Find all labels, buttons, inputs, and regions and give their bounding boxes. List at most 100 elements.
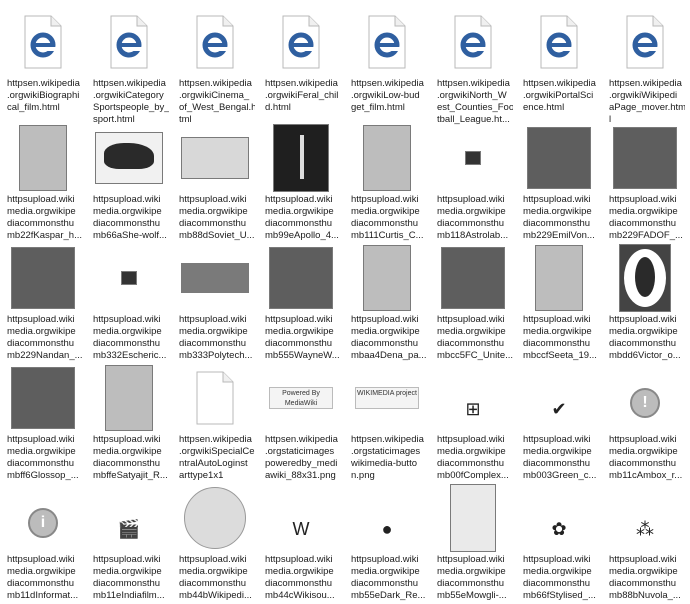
file-thumbnail bbox=[0, 362, 86, 434]
file-thumbnail bbox=[430, 122, 516, 194]
photo-thumbnail bbox=[95, 132, 163, 184]
file-name-label: httpsupload.wiki media.orgwikipe diacomm… bbox=[179, 194, 255, 241]
file-thumbnail bbox=[0, 122, 86, 194]
file-name-label: httpsupload.wiki media.orgwikipe diacomm… bbox=[351, 194, 424, 241]
file-name-label: httpsupload.wiki media.orgwikipe diacomm… bbox=[265, 314, 340, 361]
file-item[interactable]: ⊞ httpsupload.wiki media.orgwikipe diacom… bbox=[430, 360, 516, 482]
file-name-label: httpsupload.wiki media.orgwikipe diacomm… bbox=[437, 554, 507, 601]
file-thumbnail: ⁂ bbox=[602, 482, 688, 554]
file-item[interactable]: ✔ httpsupload.wiki media.orgwikipe diacom… bbox=[516, 360, 602, 482]
file-name-label: httpsupload.wiki media.orgwikipe diacomm… bbox=[179, 314, 253, 361]
file-thumbnail: Powered By MediaWiki bbox=[258, 362, 344, 434]
file-name-label: httpsupload.wiki media.orgwikipe diacomm… bbox=[265, 194, 339, 241]
file-item[interactable]: httpsupload.wiki media.orgwikipe diacomm… bbox=[0, 240, 86, 361]
file-thumbnail bbox=[516, 242, 602, 314]
file-item[interactable]: httpsupload.wiki media.orgwikipe diacomm… bbox=[172, 120, 258, 241]
file-thumbnail bbox=[172, 362, 258, 434]
file-item[interactable]: 🎬 httpsupload.wiki media.orgwikipe diacom… bbox=[86, 480, 172, 602]
file-item[interactable]: httpsupload.wiki media.orgwikipe diacomm… bbox=[344, 240, 430, 361]
file-item[interactable]: httpsupload.wiki media.orgwikipe diacomm… bbox=[516, 240, 602, 361]
file-item[interactable]: httpsupload.wiki media.orgwikipe diacomm… bbox=[0, 360, 86, 481]
file-item[interactable]: httpsupload.wiki media.orgwikipe diacomm… bbox=[516, 120, 602, 241]
file-item[interactable]: httpsupload.wiki media.orgwikipe diacomm… bbox=[430, 480, 516, 601]
file-name-label: httpsen.wikipedia .orgwikiWikipedi aPage… bbox=[609, 78, 685, 125]
internet-explorer-html-file-icon bbox=[86, 6, 172, 78]
info-circle-image: i bbox=[28, 508, 58, 538]
file-name-label: httpsen.wikipedia .orgwikiLow-bud get_fi… bbox=[351, 78, 424, 113]
file-item[interactable]: httpsen.wikipedia .orgwikiLow-bud get_fi… bbox=[344, 4, 430, 124]
file-item[interactable]: httpsen.wikipedia .orgwikiCategory Sport… bbox=[86, 4, 172, 125]
file-thumbnail bbox=[172, 242, 258, 314]
file-item[interactable]: httpsen.wikipedia .orgwikiBiographi cal_… bbox=[0, 4, 86, 124]
small-image: ✿ bbox=[551, 518, 567, 539]
photo-thumbnail bbox=[273, 124, 329, 192]
file-thumbnail bbox=[0, 242, 86, 314]
file-thumbnail bbox=[86, 122, 172, 194]
file-item[interactable]: WIKIMEDIA project httpsen.wikipedia .orgs… bbox=[344, 360, 430, 481]
internet-explorer-html-file-icon bbox=[172, 6, 258, 78]
file-name-label: httpsupload.wiki media.orgwikipe diacomm… bbox=[437, 194, 509, 241]
file-thumbnail: ✿ bbox=[516, 482, 602, 554]
file-name-label: httpsupload.wiki media.orgwikipe diacomm… bbox=[265, 554, 335, 601]
photo-thumbnail bbox=[11, 367, 75, 429]
file-item[interactable]: httpsupload.wiki media.orgwikipe diacomm… bbox=[344, 120, 430, 241]
file-item[interactable]: httpsen.wikipedia .orgwikiNorth_W est_Co… bbox=[430, 4, 516, 125]
file-thumbnail bbox=[258, 122, 344, 194]
file-item[interactable]: ⁂ httpsupload.wiki media.orgwikipe diacom… bbox=[602, 480, 688, 602]
file-item[interactable]: httpsupload.wiki media.orgwikipe diacomm… bbox=[258, 240, 344, 361]
file-item[interactable]: httpsen.wikipedia .orgwikiPortalSci ence… bbox=[516, 4, 602, 124]
file-item[interactable]: httpsen.wikipedia .orgwikiWikipedi aPage… bbox=[602, 4, 688, 125]
photo-thumbnail bbox=[181, 263, 249, 293]
file-thumbnail bbox=[602, 122, 688, 194]
file-thumbnail: ! bbox=[602, 362, 688, 434]
file-item[interactable]: httpsupload.wiki media.orgwikipe diacomm… bbox=[430, 240, 516, 361]
file-name-label: httpsupload.wiki media.orgwikipe diacomm… bbox=[351, 554, 426, 601]
file-name-label: httpsupload.wiki media.orgwikipe diacomm… bbox=[523, 314, 597, 361]
file-thumbnail bbox=[172, 122, 258, 194]
file-item[interactable]: i httpsupload.wiki media.orgwikipe diacom… bbox=[0, 480, 86, 601]
file-thumbnail: W bbox=[258, 482, 344, 554]
small-image: 🎬 bbox=[117, 518, 141, 539]
file-item[interactable]: httpsupload.wiki media.orgwikipe diacomm… bbox=[86, 240, 172, 361]
file-item[interactable]: httpsupload.wiki media.orgwikipe diacomm… bbox=[86, 360, 172, 481]
file-item[interactable]: httpsupload.wiki media.orgwikipe diacomm… bbox=[602, 240, 688, 361]
file-item[interactable]: ! httpsupload.wiki media.orgwikipe diacom… bbox=[602, 360, 688, 481]
internet-explorer-html-file-icon bbox=[0, 6, 86, 78]
file-item[interactable]: httpsen.wikipedia .orgwikiSpecialCe ntra… bbox=[172, 360, 258, 481]
file-item[interactable]: httpsupload.wiki media.orgwikipe diacomm… bbox=[430, 120, 516, 241]
file-name-label: httpsupload.wiki media.orgwikipe diacomm… bbox=[7, 554, 79, 601]
internet-explorer-html-file-icon bbox=[258, 6, 344, 78]
file-name-label: httpsen.wikipedia .orgstaticimages power… bbox=[265, 434, 338, 481]
file-item[interactable]: httpsupload.wiki media.orgwikipe diacomm… bbox=[0, 120, 86, 241]
file-item[interactable]: ✿ httpsupload.wiki media.orgwikipe diacom… bbox=[516, 480, 602, 602]
internet-explorer-html-file-icon bbox=[516, 6, 602, 78]
file-name-label: httpsupload.wiki media.orgwikipe diacomm… bbox=[609, 434, 683, 481]
file-name-label: httpsen.wikipedia .orgwikiCinema_ of_Wes… bbox=[179, 78, 255, 125]
file-name-label: httpsupload.wiki media.orgwikipe diacomm… bbox=[93, 314, 167, 361]
file-item[interactable]: httpsupload.wiki media.orgwikipe diacomm… bbox=[258, 120, 344, 241]
file-item[interactable]: httpsupload.wiki media.orgwikipe diacomm… bbox=[172, 480, 258, 601]
file-item[interactable]: Powered By MediaWiki httpsen.wikipedia .o… bbox=[258, 360, 344, 481]
photo-thumbnail bbox=[11, 247, 75, 309]
photo-thumbnail bbox=[105, 365, 153, 431]
file-item[interactable]: httpsupload.wiki media.orgwikipe diacomm… bbox=[86, 120, 172, 241]
file-name-label: httpsupload.wiki media.orgwikipe diacomm… bbox=[523, 194, 595, 241]
photo-thumbnail bbox=[613, 127, 677, 189]
file-thumbnail bbox=[86, 362, 172, 434]
file-thumbnail bbox=[344, 122, 430, 194]
small-image: ● bbox=[381, 518, 393, 539]
globe-image bbox=[184, 487, 246, 549]
file-thumbnail bbox=[172, 482, 258, 554]
file-item[interactable]: httpsupload.wiki media.orgwikipe diacomm… bbox=[172, 240, 258, 361]
file-thumbnail: ⊞ bbox=[430, 362, 516, 434]
file-thumbnail: WIKIMEDIA project bbox=[344, 362, 430, 434]
file-item[interactable]: httpsupload.wiki media.orgwikipe diacomm… bbox=[602, 120, 688, 241]
file-item[interactable]: ● httpsupload.wiki media.orgwikipe diacom… bbox=[344, 480, 430, 602]
file-name-label: httpsupload.wiki media.orgwikipe diacomm… bbox=[609, 314, 681, 361]
file-item[interactable]: httpsen.wikipedia .orgwikiFeral_chil d.h… bbox=[258, 4, 344, 124]
file-item[interactable]: httpsen.wikipedia .orgwikiCinema_ of_Wes… bbox=[172, 4, 258, 125]
file-thumbnail bbox=[258, 242, 344, 314]
file-name-label: httpsupload.wiki media.orgwikipe diacomm… bbox=[609, 554, 681, 601]
